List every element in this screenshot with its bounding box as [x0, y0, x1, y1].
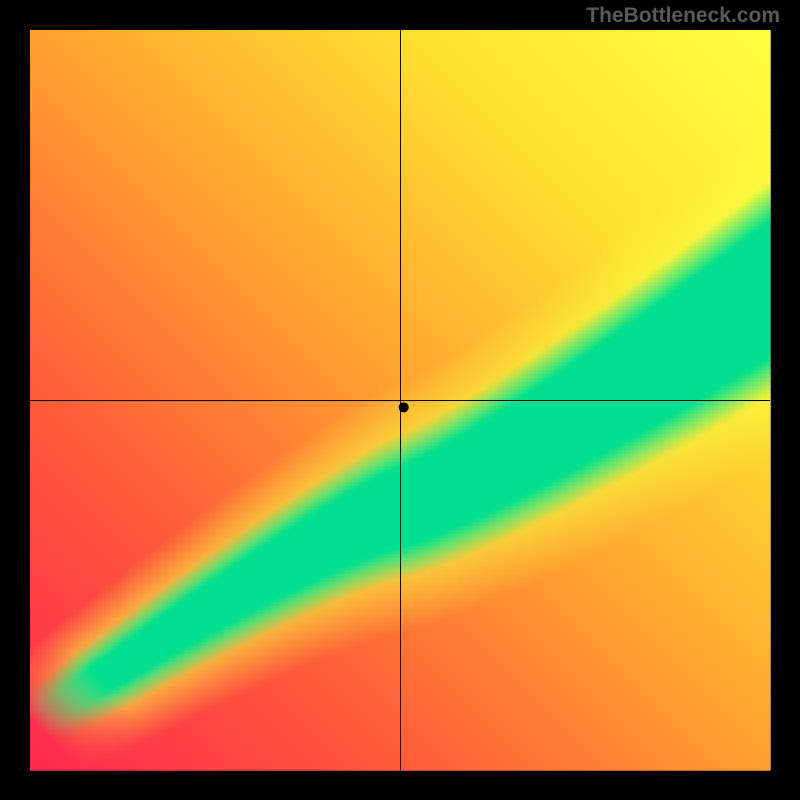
bottleneck-heatmap — [0, 0, 800, 800]
chart-container: { "watermark": { "text": "TheBottleneck.… — [0, 0, 800, 800]
watermark-text: TheBottleneck.com — [586, 4, 780, 28]
